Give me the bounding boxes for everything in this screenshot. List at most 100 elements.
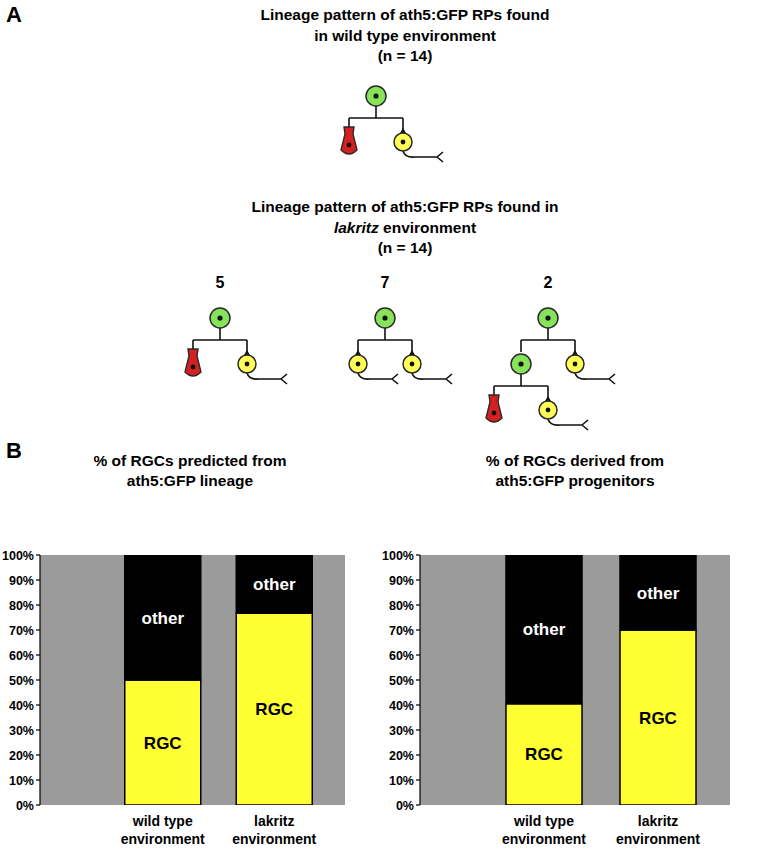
nucleus xyxy=(401,140,406,145)
y-tick-label: 0% xyxy=(16,799,34,813)
rgc-cell xyxy=(566,355,584,373)
lineage-bracket xyxy=(521,328,575,352)
segment-label: RGC xyxy=(144,734,182,753)
y-tick-label: 30% xyxy=(9,724,34,738)
y-tick-label: 100% xyxy=(382,549,414,563)
bars xyxy=(125,555,313,805)
y-tick-label: 50% xyxy=(389,674,414,688)
lineage-bracket xyxy=(358,328,412,352)
y-tick xyxy=(416,704,420,705)
nucleus xyxy=(382,315,387,320)
nucleus xyxy=(492,411,497,416)
category-label: wild typeenvironment xyxy=(502,813,586,847)
bar-segment xyxy=(620,630,696,805)
y-tick-label: 10% xyxy=(389,774,414,788)
segment-label: RGC xyxy=(255,700,293,719)
segment-label: RGC xyxy=(525,745,563,764)
segment-label: RGC xyxy=(639,709,677,728)
category-label: lakritzenvironment xyxy=(232,813,316,847)
y-tick-label: 100% xyxy=(2,549,34,563)
y-tick xyxy=(416,679,420,680)
y-tick xyxy=(36,704,40,705)
rgc-axon xyxy=(575,373,615,384)
lineage-bracket xyxy=(349,106,403,130)
lineage-title: Lineage pattern of ath5:GFP RPs found xyxy=(260,6,549,23)
bar-segment xyxy=(125,680,201,805)
segment-label: other xyxy=(637,584,680,603)
rgc-axon xyxy=(403,151,443,162)
other-cell xyxy=(486,395,502,422)
y-tick xyxy=(416,604,420,605)
nucleus xyxy=(191,365,196,370)
y-tick-label: 10% xyxy=(9,774,34,788)
category-label-line: environment xyxy=(121,831,205,847)
category-label-line: environment xyxy=(232,831,316,847)
y-tick xyxy=(416,629,420,630)
segment-labels: RGC other RGC other xyxy=(523,584,680,765)
rgc-cell xyxy=(349,355,367,373)
nucleus xyxy=(356,362,361,367)
y-tick xyxy=(416,804,420,805)
y-tick-label: 60% xyxy=(389,649,414,663)
y-tick xyxy=(36,629,40,630)
y-tick xyxy=(416,579,420,580)
category-label-line: wild type xyxy=(132,813,193,829)
bar-segment xyxy=(506,704,582,805)
nucleus xyxy=(373,93,378,98)
y-tick xyxy=(36,604,40,605)
nucleus xyxy=(347,143,352,148)
y-tick-label: 20% xyxy=(9,749,34,763)
nucleus xyxy=(545,315,550,320)
other-cell xyxy=(185,349,201,376)
chart-title-line: % of RGCs predicted from xyxy=(94,452,287,469)
lineage-title: in wild type environment xyxy=(314,27,496,44)
y-tick-label: 60% xyxy=(9,649,34,663)
y-tick xyxy=(36,554,40,555)
y-tick-label: 70% xyxy=(389,624,414,638)
y-tick-label: 90% xyxy=(9,574,34,588)
nucleus xyxy=(410,362,415,367)
rgc-cell xyxy=(539,401,557,419)
progenitor-cell xyxy=(538,308,558,328)
y-tick xyxy=(36,754,40,755)
chart-title: % of RGCs derived fromath5:GFP progenito… xyxy=(486,452,664,489)
rgc-cell xyxy=(403,355,421,373)
lineage-title-part: in wild type environment xyxy=(314,27,496,44)
category-label: lakritzenvironment xyxy=(616,813,700,847)
nucleus xyxy=(217,315,222,320)
progenitor-cell xyxy=(511,354,531,374)
other-cell xyxy=(341,127,357,154)
pattern-count: 7 xyxy=(381,274,390,291)
lineage-tree xyxy=(486,308,615,430)
y-tick-label: 80% xyxy=(9,599,34,613)
rgc-axon xyxy=(412,373,452,384)
y-tick-label: 30% xyxy=(389,724,414,738)
y-tick xyxy=(416,729,420,730)
lineage-title-part: lakritz xyxy=(334,219,379,236)
lineage-bracket xyxy=(193,328,247,352)
lineage-title-part: Lineage pattern of ath5:GFP RPs found xyxy=(260,6,549,23)
nucleus xyxy=(518,361,523,366)
nucleus xyxy=(245,362,250,367)
y-tick xyxy=(36,654,40,655)
segment-label: other xyxy=(523,620,566,639)
category-label-line: environment xyxy=(502,831,586,847)
panel-label: B xyxy=(6,438,22,463)
lineage-tree xyxy=(185,308,287,384)
panel-label: A xyxy=(6,2,22,27)
y-tick-label: 40% xyxy=(9,699,34,713)
progenitor-cell xyxy=(375,308,395,328)
lineage-bracket xyxy=(494,374,548,398)
y-tick xyxy=(36,779,40,780)
bar-segment xyxy=(506,555,582,704)
bar-segment xyxy=(236,613,312,805)
rgc-axon xyxy=(247,373,287,384)
y-tick xyxy=(36,579,40,580)
pattern-count: 5 xyxy=(216,274,225,291)
segment-labels: RGCotherRGCother xyxy=(142,575,296,752)
y-tick xyxy=(416,654,420,655)
figure: A B Lineage pattern of ath5:GFP RPs found i… xyxy=(0,0,763,853)
chart-title-line: ath5:GFP lineage xyxy=(127,472,254,489)
segment-label: other xyxy=(142,609,185,628)
y-tick xyxy=(36,729,40,730)
